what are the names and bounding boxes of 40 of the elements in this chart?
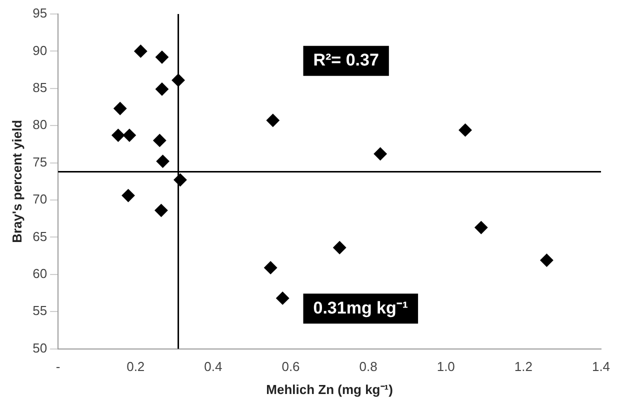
point: [153, 134, 166, 147]
point: [114, 102, 127, 115]
x-tick-label: 0.6: [282, 359, 300, 374]
x-tick-label: 0.2: [126, 359, 145, 374]
x-tick-label: 0.8: [359, 359, 378, 374]
point: [276, 292, 290, 305]
x-tick-label: -: [56, 359, 60, 374]
point: [540, 254, 554, 267]
point: [264, 261, 278, 274]
x-tick-label: 0.4: [204, 359, 222, 374]
point: [122, 189, 135, 202]
y-tick-label: 85: [32, 80, 48, 95]
x-tick-label: 1.2: [514, 359, 532, 374]
point: [155, 82, 168, 96]
point: [474, 221, 488, 234]
point: [154, 204, 168, 217]
point: [155, 50, 168, 64]
point: [266, 114, 280, 127]
y-tick-label: 55: [32, 303, 48, 318]
y-axis-title: Bray's percent yield: [9, 120, 24, 243]
y-tick-label: 50: [32, 340, 48, 356]
point: [134, 44, 148, 58]
x-axis-title: Mehlich Zn (mg kg⁻¹): [266, 382, 393, 397]
y-tick-label: 95: [32, 6, 48, 21]
y-tick-label: 65: [32, 228, 48, 244]
point: [112, 128, 125, 142]
annotation: R²= 0.37: [313, 50, 379, 70]
y-tick-label: 70: [32, 192, 48, 207]
point: [156, 154, 170, 168]
point: [458, 124, 472, 137]
point: [374, 147, 387, 160]
point: [333, 241, 346, 254]
x-tick-label: 1.0: [436, 359, 455, 374]
y-tick-label: 90: [32, 42, 48, 58]
y-tick-label: 60: [32, 266, 48, 281]
y-tick-label: 75: [32, 154, 48, 170]
x-tick-label: 1.4: [592, 359, 610, 374]
annotation: 0.31mg kg⁻¹: [313, 298, 408, 318]
y-tick-label: 80: [32, 117, 48, 132]
point: [122, 128, 136, 142]
